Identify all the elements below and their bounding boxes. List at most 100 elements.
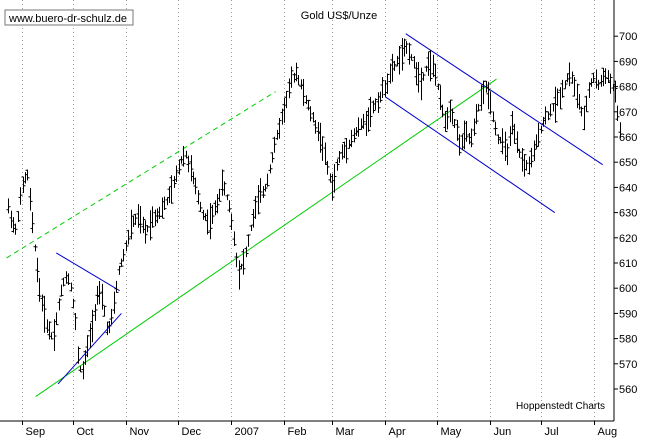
price-bar — [265, 173, 270, 187]
price-bar — [560, 79, 565, 98]
x-tick-label-may: May — [441, 426, 462, 438]
trendline-uptrend-upper-channel — [6, 91, 276, 259]
price-bar — [335, 159, 340, 171]
price-bar — [558, 87, 563, 110]
y-tick-label-610: 610 — [619, 258, 637, 270]
price-bar — [272, 136, 277, 153]
price-bar — [491, 111, 496, 123]
price-bar — [124, 240, 129, 252]
price-bar — [440, 104, 445, 118]
price-bar — [93, 304, 98, 321]
price-bar — [198, 201, 203, 212]
price-bar — [193, 177, 198, 195]
price-bar — [150, 206, 155, 228]
price-bar — [246, 234, 251, 247]
price-bar — [90, 309, 95, 343]
price-bar — [486, 81, 491, 110]
price-bar — [392, 60, 397, 72]
price-bar — [371, 100, 376, 114]
price-bar — [464, 120, 469, 142]
x-tick-label-feb: Feb — [288, 426, 307, 438]
price-bar — [119, 258, 124, 267]
price-bar — [517, 148, 522, 158]
trendline-uptrend-support — [35, 78, 497, 397]
price-bar — [229, 213, 234, 231]
price-bar — [421, 73, 426, 81]
price-bar — [102, 305, 107, 317]
price-bar — [208, 203, 213, 240]
price-bar — [78, 366, 83, 373]
price-bar — [455, 119, 460, 141]
price-bar — [141, 216, 146, 234]
price-bar — [296, 74, 301, 86]
price-bar — [232, 231, 237, 247]
price-bar — [536, 123, 541, 147]
price-bar — [522, 154, 527, 177]
price-bar — [196, 190, 201, 205]
price-bar — [529, 147, 534, 168]
price-bar — [445, 107, 450, 130]
price-bar — [263, 184, 268, 192]
price-bar — [186, 155, 191, 173]
price-bar — [313, 119, 318, 134]
price-bar — [591, 72, 596, 83]
watermark-text: www.buero-dr-schulz.de — [8, 13, 127, 25]
price-bar — [210, 204, 215, 224]
price-bar — [49, 332, 54, 340]
price-bar — [25, 169, 30, 181]
price-bar — [419, 67, 424, 101]
price-bar — [258, 178, 263, 203]
watermark-box — [4, 9, 134, 26]
price-bar — [13, 223, 18, 235]
price-bar — [524, 159, 529, 171]
y-tick-label-570: 570 — [619, 359, 637, 371]
price-bar — [436, 83, 441, 91]
price-bar — [330, 173, 335, 201]
y-tick-label-620: 620 — [619, 233, 637, 245]
chart-title: Gold US$/Unze — [301, 10, 377, 22]
x-tick-label-jun: Jun — [494, 426, 512, 438]
price-bar — [476, 103, 481, 112]
price-bar — [539, 125, 544, 134]
price-bar — [138, 206, 143, 234]
price-bar — [6, 198, 11, 214]
price-bar — [596, 79, 601, 90]
price-bar — [380, 77, 385, 99]
price-bar — [16, 211, 21, 223]
price-bar — [253, 196, 258, 219]
price-bar — [76, 346, 81, 364]
price-bar — [205, 209, 210, 235]
price-bar — [234, 252, 239, 268]
x-tick-label-apr: Apr — [389, 426, 406, 438]
price-bar — [306, 99, 311, 111]
price-bar — [71, 298, 76, 309]
price-bar — [241, 249, 246, 275]
price-bar — [332, 164, 337, 193]
price-bar — [457, 134, 462, 156]
y-tick-label-560: 560 — [619, 384, 637, 396]
price-bar — [18, 187, 23, 205]
price-bar — [162, 196, 167, 211]
price-bar — [563, 80, 568, 90]
source-label: Hoppenstedt Charts — [516, 401, 605, 412]
price-bar — [112, 291, 117, 314]
price-bar — [416, 61, 421, 93]
price-bar — [472, 118, 477, 136]
price-bar — [407, 42, 412, 65]
y-tick-label-680: 680 — [619, 82, 637, 94]
y-tick-label-590: 590 — [619, 308, 637, 320]
x-tick-label-nov: Nov — [130, 426, 150, 438]
price-bar — [320, 136, 325, 161]
x-tick-label-sep: Sep — [26, 426, 46, 438]
price-bar — [85, 335, 90, 358]
price-bar — [227, 200, 232, 213]
x-tick-label-dec: Dec — [182, 426, 202, 438]
price-bar — [301, 78, 306, 106]
price-bar — [368, 96, 373, 128]
price-bar — [225, 194, 230, 201]
price-bar — [177, 159, 182, 175]
price-bar — [308, 106, 313, 122]
price-bar — [409, 54, 414, 61]
y-tick-label-600: 600 — [619, 283, 637, 295]
